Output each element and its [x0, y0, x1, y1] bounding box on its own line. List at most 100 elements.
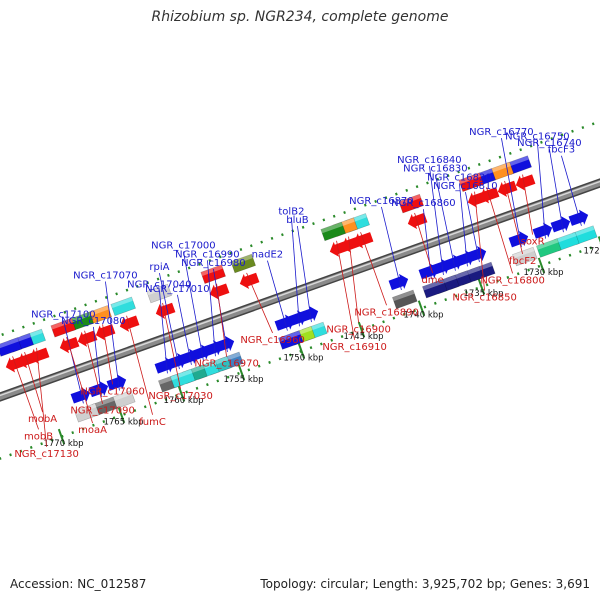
gene-arrow-group [209, 283, 230, 300]
gene-label: NGR_c16750 [505, 132, 570, 143]
gene-bar [512, 246, 538, 267]
gene-arrow-group [119, 315, 140, 332]
gene-label: NGR_c17040 [127, 279, 192, 290]
gene-label: NGR_c17010 [145, 284, 210, 295]
gene-arrow [497, 180, 518, 198]
gene-block [392, 289, 418, 310]
gene-arrow [515, 174, 536, 191]
gene-arrow [329, 240, 350, 257]
gene-label: NGR_c16960 [240, 335, 305, 346]
gene-bar-shine [50, 318, 73, 330]
gene-bar [320, 221, 346, 242]
gene-leader-line [504, 180, 523, 255]
gene-arrow-group [239, 272, 260, 290]
gene-arrow-group [497, 180, 518, 198]
gene-label: NGR_c17100 [31, 309, 96, 320]
gene-label: NGR_c17080 [61, 316, 126, 327]
gene-bar-shine [572, 225, 595, 237]
gene-leader-line [336, 240, 355, 340]
gene-leader-line [561, 155, 582, 226]
gene-label: dme [421, 275, 443, 286]
gene-leader-line [105, 281, 120, 391]
gene-bar-shine [200, 264, 223, 277]
kbp-label: 1760 kbp [163, 396, 203, 406]
gene-leader-line [102, 324, 113, 385]
gene-label: NGR_c17060 [80, 386, 145, 397]
gene-label: fumC [139, 417, 166, 428]
gene-bar-shine [74, 403, 97, 415]
gene-leader-line [291, 217, 300, 327]
forward-track-line [0, 243, 600, 460]
kbp-label: 1735 kbp [463, 289, 503, 299]
gene-label: NGR_c17000 [151, 241, 216, 252]
gene-leader-line [522, 174, 533, 235]
gene-bar-shine [422, 279, 445, 291]
kbp-tick [417, 300, 426, 317]
gene-arrow [550, 216, 571, 233]
gene-leader-line [501, 138, 522, 248]
gene-label: NGR_c16840 [397, 155, 462, 166]
gene-bar-shine [506, 155, 529, 167]
gene-label: mobA [28, 414, 57, 425]
gene-leader-line [465, 192, 480, 263]
gene-arrow-group [329, 240, 350, 257]
accession-text: Accession: NC_012587 [10, 577, 147, 591]
gene-label: NGR_c16820 [427, 172, 492, 183]
kbp-tick [297, 343, 306, 359]
gene-bar-shine [458, 172, 481, 185]
gene-arrow [95, 324, 116, 341]
gene-arrow-group [532, 222, 553, 239]
topology-text: Topology: circular; Length: 3,925,702 bp… [260, 577, 590, 591]
gene-bar-shine [488, 162, 511, 174]
gene-bar-shine [278, 330, 301, 342]
gene-leader-line [537, 142, 546, 239]
gene-bar-shine [512, 247, 535, 259]
gene-label: soxR [521, 237, 545, 248]
gene-label: NGR_c17070 [73, 271, 138, 282]
gene-block [458, 172, 484, 192]
gene-leader-line [474, 191, 485, 291]
gene-arrow [119, 315, 140, 332]
kbp-label: 1755 kbp [223, 375, 263, 385]
gene-label: NGR_c16890 [354, 307, 419, 318]
gene-bar [458, 172, 484, 192]
gene-leader-line [207, 260, 216, 357]
kbp-label: 1765 kbp [103, 418, 143, 428]
gene-label: fbcF3 [548, 145, 575, 156]
gene-leader-line [36, 347, 47, 447]
gene-label: NGR_c16980 [181, 258, 246, 269]
gene-bar-shine [392, 289, 415, 302]
genome-title: Rhizobium sp. NGR234, complete genome [151, 9, 449, 25]
gene-arrow-group [467, 191, 488, 208]
kbp-tick [57, 428, 66, 445]
kbp-label: 1770 kbp [43, 439, 83, 449]
reverse-track-line [0, 120, 600, 337]
gene-label: moaA [78, 425, 107, 436]
gene-arrow [388, 273, 409, 291]
tracks-layer [0, 120, 600, 460]
gene-label: mobB [24, 431, 53, 442]
gene-label: NGR_c16800 [480, 275, 545, 286]
gene-bar-shine [92, 396, 115, 409]
gene-block [536, 238, 562, 258]
gene-leader-line [414, 212, 433, 274]
gene-arrow-group [407, 212, 428, 230]
gene-block [230, 253, 256, 274]
gene-arrow [508, 231, 529, 248]
gene-arrow [209, 283, 230, 300]
gene-label: NGR_c16910 [322, 342, 387, 353]
kbp-tick [477, 278, 486, 295]
gene-arrow-group [388, 273, 409, 291]
gene-arrow [467, 191, 488, 208]
kbp-label: 1730 kbp [523, 268, 563, 278]
gene-bar-shine [86, 305, 109, 317]
gene-arrow-group [515, 174, 536, 191]
gene-label: rpiA [149, 262, 169, 273]
gene-block [110, 390, 136, 410]
kbp-tick [117, 407, 126, 424]
gene-arrow [532, 222, 553, 239]
gene-leader-line [381, 206, 402, 291]
gene-leader-line [459, 183, 468, 267]
gene-label: fbcF2 [509, 256, 536, 267]
gene-arrow [568, 209, 589, 226]
